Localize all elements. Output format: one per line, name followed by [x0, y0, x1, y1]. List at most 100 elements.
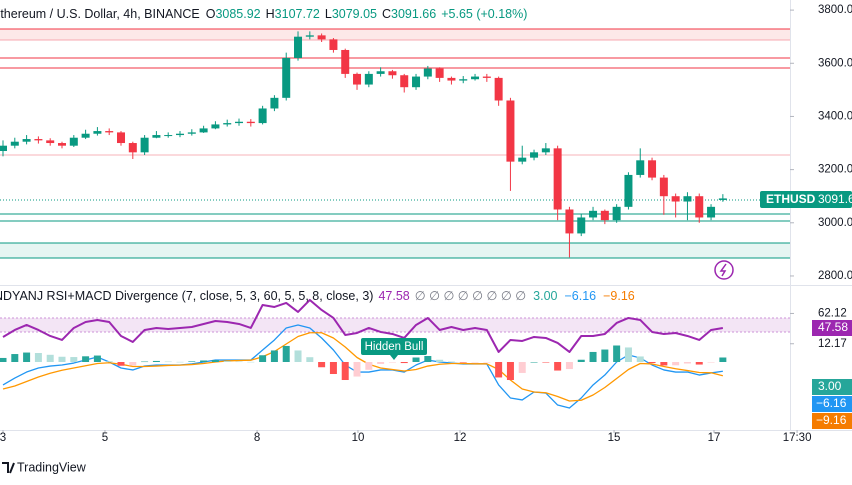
histogram-bar — [235, 361, 243, 363]
candle-body — [412, 76, 421, 88]
histogram-bar — [447, 361, 455, 363]
candle-body — [258, 108, 267, 124]
candle-body — [81, 133, 90, 138]
candle-body — [471, 76, 480, 80]
candle-body — [624, 174, 633, 207]
candle-body — [518, 157, 527, 162]
histogram-bar — [200, 360, 208, 363]
candle-body — [235, 121, 244, 124]
change: +5.65 (+0.18%) — [441, 7, 527, 21]
histogram-bar — [329, 362, 337, 375]
ohlc-label: H — [266, 7, 275, 21]
ohlc-value: 3107.72 — [275, 7, 320, 21]
price-tag-symbol: ETHUSD — [766, 192, 816, 206]
histogram-bar — [377, 362, 385, 364]
resistance-zone — [0, 29, 790, 40]
histogram-bar — [589, 351, 597, 363]
histogram-bar — [341, 362, 349, 381]
rsi-value: 47.58 — [378, 289, 409, 303]
histogram-bar — [129, 362, 137, 366]
histogram-bar — [152, 360, 160, 363]
histogram-bar — [58, 356, 66, 363]
candle-body — [176, 133, 185, 136]
rsi-band — [0, 318, 790, 332]
histogram-bar — [554, 362, 562, 371]
rsi-tag-value: 47.58 — [818, 320, 848, 334]
histogram-bar — [660, 362, 668, 366]
candle-body — [683, 196, 692, 202]
histogram-bar — [624, 347, 632, 363]
histogram-bar — [424, 355, 432, 363]
ohlc-label: L — [325, 7, 332, 21]
candle-body — [506, 100, 515, 162]
candle-body — [400, 75, 409, 88]
histogram-bar — [93, 355, 101, 363]
candle-body — [211, 124, 220, 129]
candle-body — [423, 68, 432, 77]
histogram-bar — [282, 345, 290, 363]
histogram-bar — [294, 350, 302, 363]
histogram-bar — [483, 362, 491, 363]
alert-icon[interactable] — [714, 260, 734, 280]
y-tick-label: 3800.00 — [818, 4, 852, 16]
y-tick-label: 3200.00 — [818, 164, 852, 176]
histogram-bar — [530, 362, 538, 363]
histogram-bar — [400, 362, 408, 364]
candle-body — [140, 137, 149, 153]
histogram-bar — [318, 362, 326, 368]
candle-body — [187, 132, 196, 134]
histogram-bar — [23, 352, 31, 363]
candle-body — [58, 143, 67, 146]
candle-body — [105, 131, 114, 133]
ohlc-value: 3091.66 — [391, 7, 436, 21]
histogram-bar — [506, 362, 514, 381]
candle-body — [69, 137, 78, 146]
alert-icon-bolt — [719, 263, 727, 277]
histogram-bar — [459, 362, 467, 363]
histogram-bar — [176, 361, 184, 363]
indicator-line — [2, 298, 724, 353]
candle-body — [589, 210, 598, 218]
price-tag — [760, 191, 852, 208]
hist-value: 3.00 — [533, 289, 557, 303]
signal-tag-value: −9.16 — [816, 413, 847, 427]
x-tick-label: 15 — [608, 432, 621, 444]
histogram-bar — [636, 356, 644, 363]
candle-body — [707, 206, 716, 218]
histogram-bar — [117, 362, 125, 366]
histogram-bar — [188, 361, 196, 363]
histogram-bar — [601, 349, 609, 363]
histogram-bar — [259, 355, 267, 363]
x-tick-label: 17 — [708, 432, 721, 444]
candle-body — [376, 71, 385, 74]
y2-tick-label: 12.17 — [818, 338, 847, 350]
histogram-bar — [0, 357, 7, 363]
candle-body — [199, 128, 208, 133]
brand-logo — [2, 462, 15, 474]
x-tick-label: 5 — [102, 432, 108, 444]
histogram-bar — [577, 359, 585, 363]
candle-body — [152, 135, 161, 138]
macd-tag-value: −6.16 — [816, 396, 847, 410]
candle-body — [34, 139, 43, 141]
indicator-line — [2, 324, 723, 409]
histogram-bar — [306, 357, 314, 363]
candle-body — [128, 143, 137, 153]
chart-header: Ethereum / U.S. Dollar, 4h, BINANCE O3085… — [0, 7, 527, 21]
indicator-header: NDYANJ RSI+MACD Divergence (7, close, 5,… — [0, 289, 635, 303]
candle-body — [577, 217, 586, 234]
brand[interactable]: TradingView — [17, 460, 87, 474]
candle-body — [695, 196, 704, 218]
marks: 2800.00 3000.00 3200.00 3400.00 3600.00 3800.… — [0, 4, 852, 444]
candle-body — [282, 57, 291, 98]
candle-body — [612, 206, 621, 221]
candle-body — [270, 97, 279, 109]
histogram-bar — [353, 362, 361, 377]
candle-body — [223, 123, 232, 125]
x-tick-label: 10 — [352, 432, 365, 444]
candle-body — [494, 77, 503, 101]
candle-body — [388, 71, 397, 76]
candle-body — [565, 209, 574, 234]
histogram-bar — [211, 360, 219, 363]
